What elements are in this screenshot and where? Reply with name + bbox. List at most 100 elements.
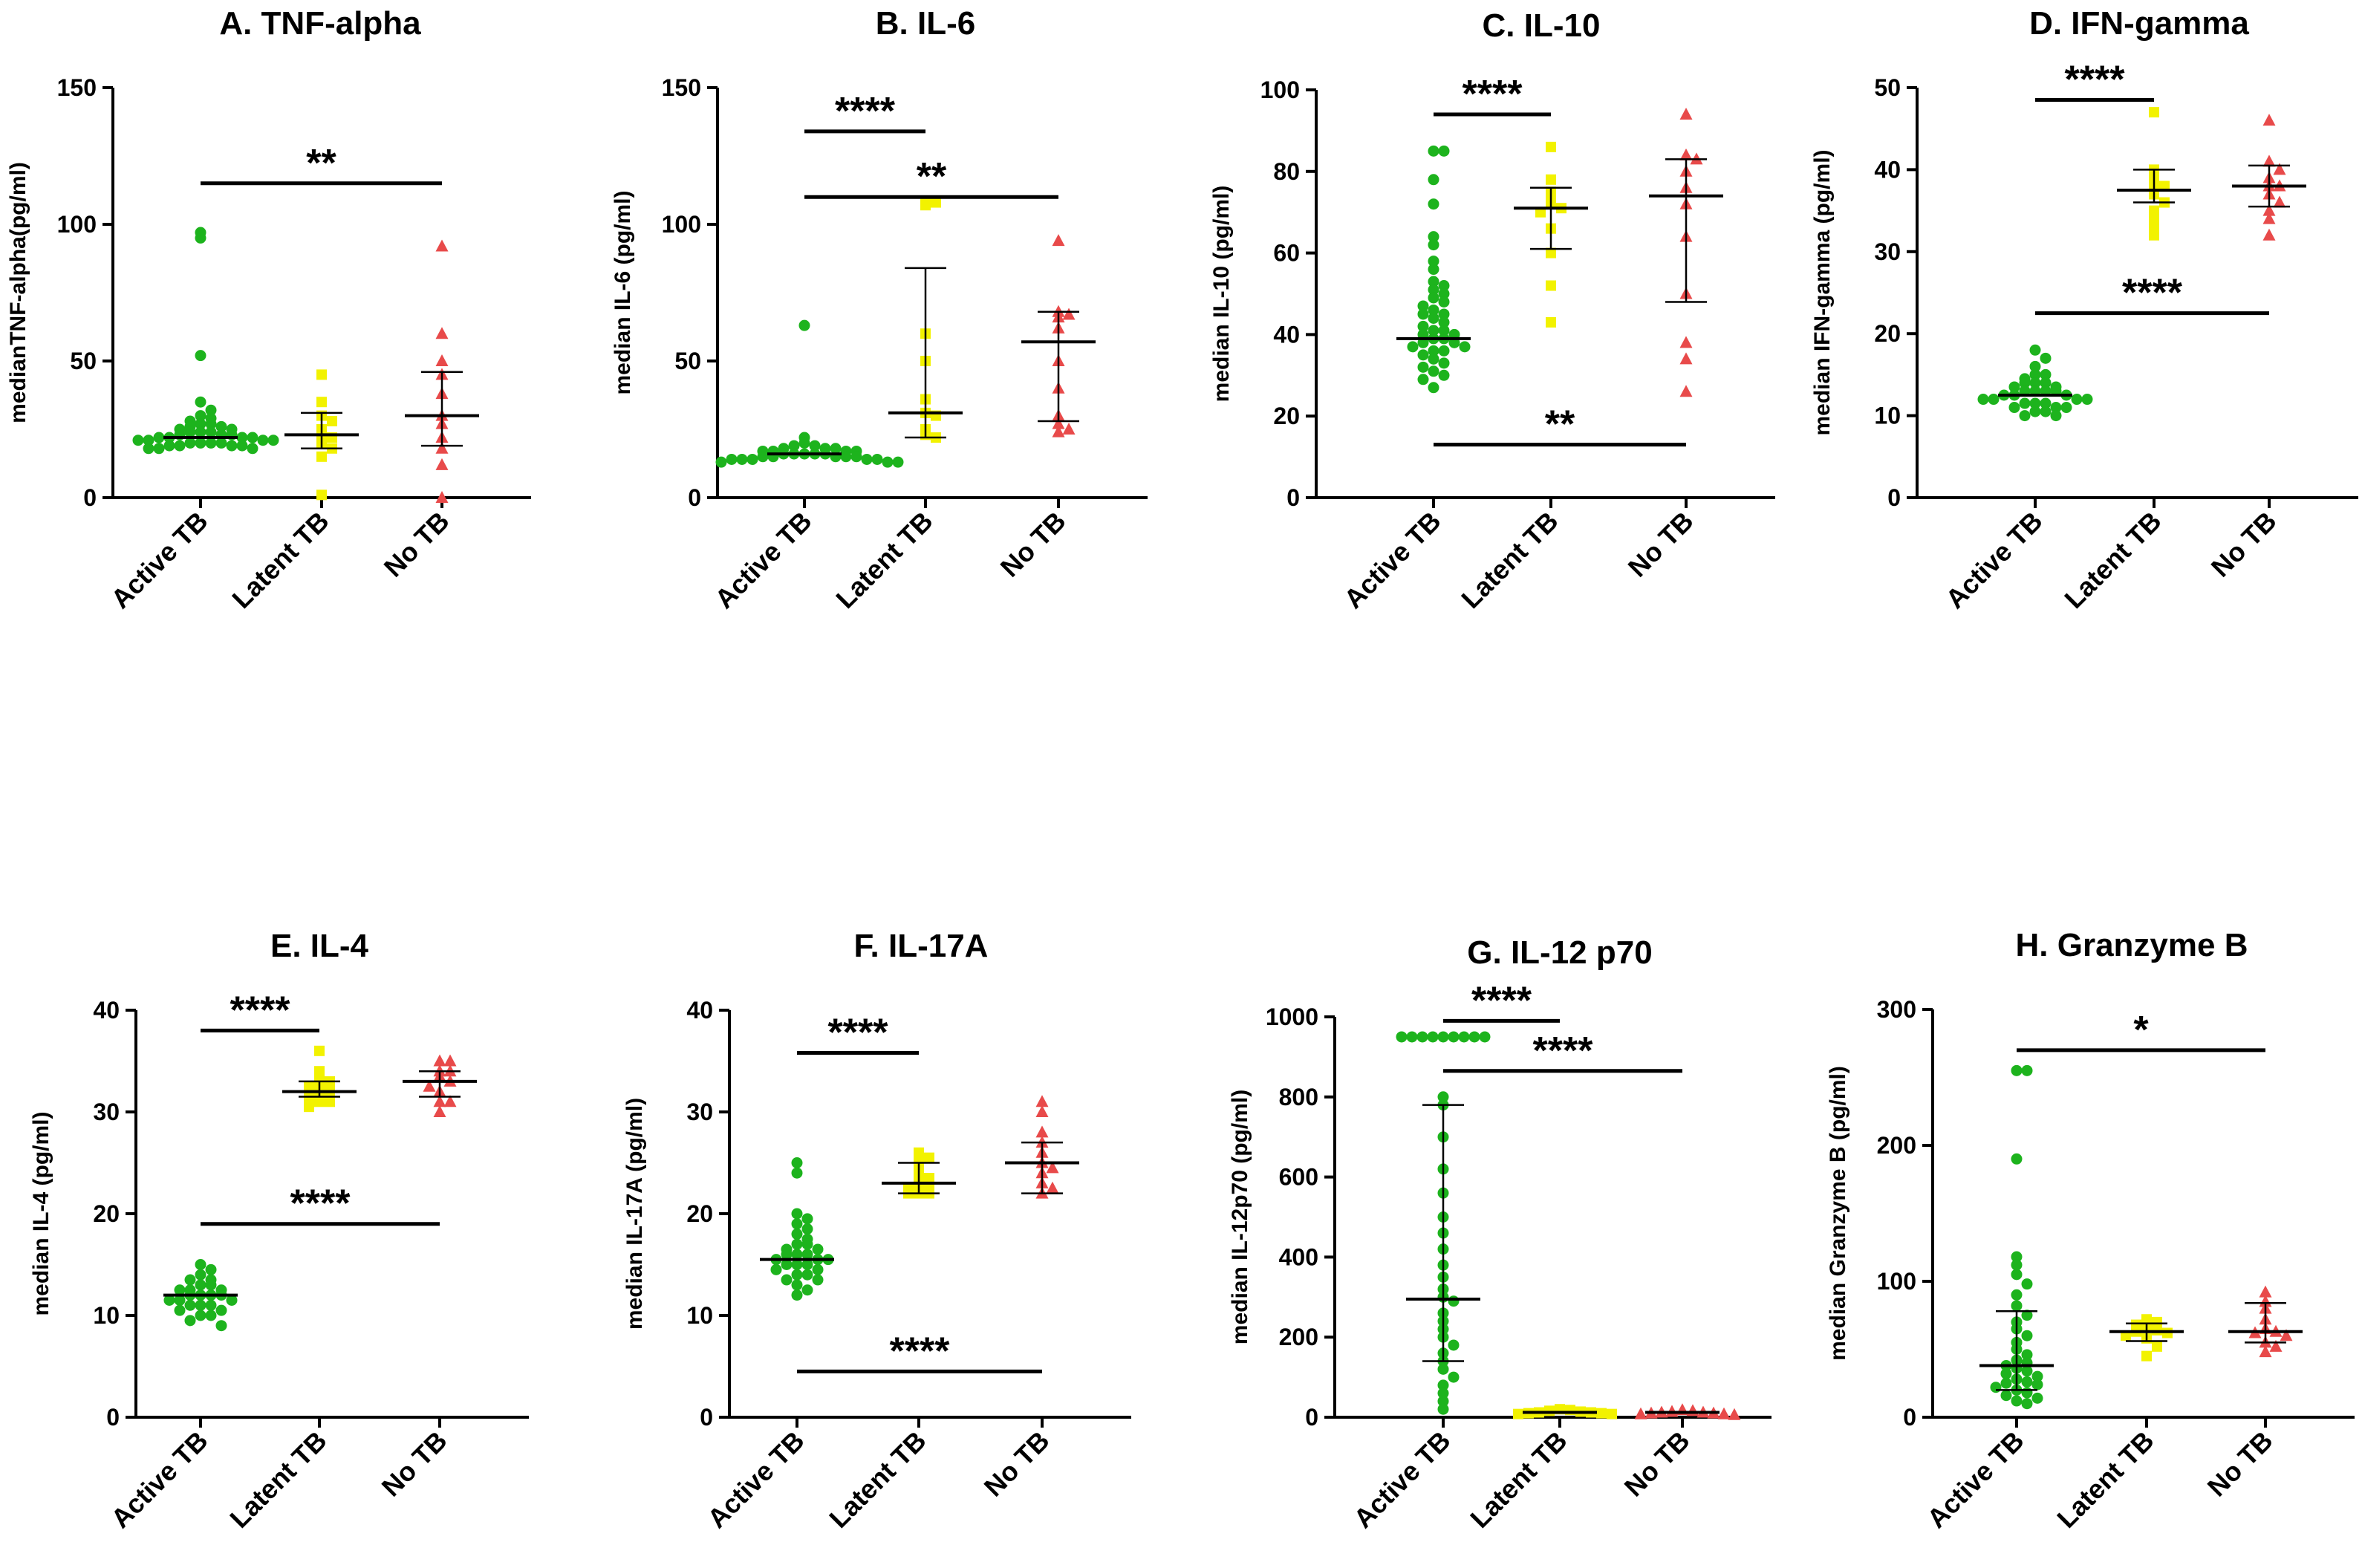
data-point bbox=[195, 232, 206, 244]
data-point bbox=[1428, 276, 1439, 287]
data-point bbox=[781, 1259, 793, 1270]
data-point bbox=[914, 1147, 924, 1158]
data-point bbox=[174, 1304, 186, 1316]
data-point bbox=[2259, 1285, 2272, 1298]
significance-label: **** bbox=[835, 90, 896, 133]
y-tick-label: 50 bbox=[1874, 74, 1901, 101]
data-point bbox=[1062, 423, 1076, 435]
y-tick-label: 0 bbox=[1305, 1404, 1318, 1431]
chart-panel-2: B. IL-6 0 50 100 150 median IL-6 (pg/ml) Activ… bbox=[611, 5, 1148, 614]
data-point bbox=[2152, 1341, 2162, 1352]
data-point bbox=[174, 1294, 186, 1306]
data-point bbox=[2011, 1269, 2023, 1281]
data-point bbox=[812, 1243, 824, 1255]
data-point bbox=[2021, 1310, 2033, 1321]
data-point bbox=[1438, 369, 1450, 381]
data-point bbox=[132, 435, 144, 446]
data-point bbox=[443, 1095, 457, 1107]
data-point bbox=[746, 453, 758, 465]
y-tick-label: 100 bbox=[1260, 77, 1300, 103]
data-point bbox=[1428, 198, 1439, 210]
data-point bbox=[1417, 308, 1429, 320]
data-point bbox=[435, 441, 449, 454]
data-point bbox=[205, 418, 217, 430]
y-tick-label: 0 bbox=[1887, 484, 1901, 511]
data-point bbox=[1479, 1031, 1491, 1043]
data-point bbox=[316, 451, 327, 462]
data-point bbox=[195, 426, 206, 438]
data-point bbox=[247, 443, 258, 455]
data-point bbox=[1448, 1031, 1460, 1043]
data-point bbox=[2149, 230, 2159, 241]
x-tick-label: Latent TB bbox=[823, 1425, 931, 1534]
x-tick-label: No TB bbox=[1618, 1425, 1696, 1503]
data-point bbox=[195, 1299, 206, 1311]
data-point bbox=[1513, 1408, 1523, 1419]
data-point bbox=[2011, 1395, 2023, 1407]
data-point bbox=[205, 404, 217, 416]
data-point bbox=[1607, 1408, 1617, 1419]
data-point bbox=[205, 437, 217, 449]
data-point bbox=[1438, 316, 1450, 328]
data-point bbox=[1438, 357, 1450, 369]
data-point bbox=[1679, 352, 1693, 365]
data-point bbox=[1428, 264, 1439, 276]
data-point bbox=[205, 1279, 217, 1291]
data-point bbox=[325, 1096, 335, 1107]
significance-label: **** bbox=[828, 1012, 889, 1055]
data-point bbox=[726, 453, 738, 465]
data-point bbox=[1428, 292, 1439, 304]
data-point bbox=[1679, 107, 1693, 120]
data-point bbox=[1468, 1031, 1480, 1043]
y-tick-label: 20 bbox=[1273, 403, 1300, 429]
data-point bbox=[840, 451, 852, 463]
y-tick-label: 0 bbox=[106, 1404, 120, 1431]
data-point bbox=[1052, 234, 1065, 247]
y-tick-label: 1000 bbox=[1266, 1003, 1318, 1030]
y-tick-label: 20 bbox=[1874, 320, 1901, 347]
data-point bbox=[184, 1299, 196, 1311]
y-tick-label: 100 bbox=[57, 211, 97, 238]
y-tick-label: 200 bbox=[1279, 1324, 1318, 1350]
data-point bbox=[2000, 1367, 2012, 1379]
data-point bbox=[433, 1054, 446, 1067]
data-point bbox=[931, 197, 941, 208]
data-point bbox=[770, 1263, 782, 1275]
data-point bbox=[1428, 284, 1439, 296]
data-point bbox=[2159, 180, 2170, 192]
data-point bbox=[1437, 1363, 1449, 1375]
data-point bbox=[1428, 231, 1439, 243]
significance-label: **** bbox=[230, 989, 291, 1032]
data-point bbox=[215, 420, 227, 432]
data-point bbox=[1438, 145, 1450, 157]
data-point bbox=[2019, 410, 2031, 422]
y-tick-label: 0 bbox=[688, 484, 701, 511]
y-tick-label: 20 bbox=[686, 1200, 713, 1227]
significance-label: **** bbox=[1463, 73, 1523, 116]
data-point bbox=[2149, 107, 2159, 118]
y-tick-label: 100 bbox=[1877, 1268, 1916, 1295]
data-point bbox=[801, 1223, 813, 1235]
data-point bbox=[1634, 1407, 1647, 1419]
x-tick-label: No TB bbox=[376, 1425, 453, 1503]
data-point bbox=[2011, 1259, 2023, 1271]
data-point bbox=[892, 456, 904, 468]
data-point bbox=[2011, 1251, 2023, 1263]
data-point bbox=[1428, 304, 1439, 316]
x-tick-label: No TB bbox=[2202, 1425, 2279, 1503]
data-point bbox=[184, 1315, 196, 1327]
data-point bbox=[788, 440, 800, 452]
data-point bbox=[195, 1259, 206, 1270]
data-point bbox=[861, 453, 873, 465]
data-point bbox=[801, 1269, 813, 1281]
data-point bbox=[1596, 1408, 1607, 1419]
data-point bbox=[1438, 345, 1450, 357]
y-axis-label: medianTNF-alpha(pg/ml) bbox=[6, 162, 30, 423]
data-point bbox=[1437, 1379, 1449, 1391]
data-point bbox=[1417, 349, 1429, 361]
significance-label: **** bbox=[1533, 1029, 1594, 1073]
data-point bbox=[2000, 1390, 2012, 1402]
x-tick-label: Latent TB bbox=[2051, 1425, 2159, 1534]
data-point bbox=[1428, 345, 1439, 357]
